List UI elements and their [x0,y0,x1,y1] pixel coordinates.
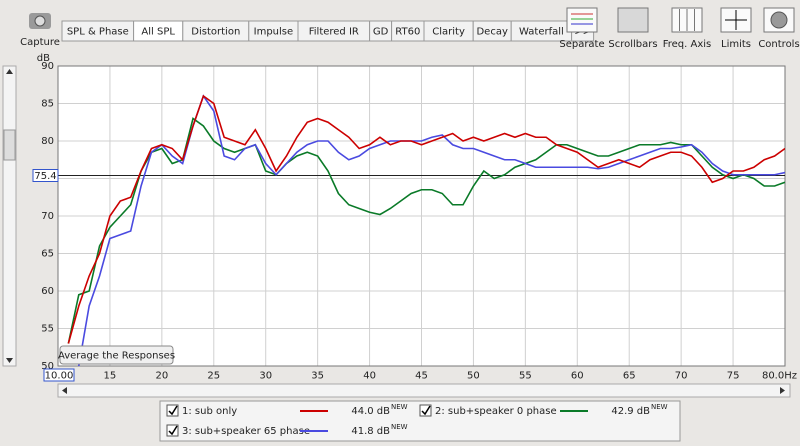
x-tick-label: 15 [104,371,117,382]
tab-label[interactable]: Impulse [254,27,294,38]
tool-label[interactable]: Scrollbars [608,39,657,50]
tab-label[interactable]: SPL & Phase [67,27,129,38]
y-tick-label: 85 [41,99,54,110]
average-button-label[interactable]: Average the Responses [58,351,175,362]
y-tick-label: 60 [41,286,54,297]
legend-badge: NEW [391,423,408,431]
x-tick-label: 30 [259,371,272,382]
reference-label: 75.4 [34,171,56,182]
legend-level: 44.0 dB [351,406,390,417]
legend-name[interactable]: 3: sub+speaker 65 phase [182,426,310,437]
tool-label[interactable]: Limits [721,39,751,50]
legend-checkbox[interactable] [166,404,179,417]
y-axis-label: dB [37,53,50,64]
x-tick-label[interactable]: 10.00 [45,371,74,382]
tool-icon-gear [770,11,788,29]
y-tick-label: 80 [41,136,54,147]
tab-label[interactable]: Waterfall [519,27,564,38]
x-tick-label: 20 [155,371,168,382]
plot-border [57,65,786,367]
tab-label[interactable]: All SPL [141,27,175,38]
tool-icon[interactable] [617,7,649,33]
tab-label[interactable]: Decay [476,27,507,38]
legend-checkbox[interactable] [166,424,179,437]
x-tick-label: 65 [623,371,636,382]
x-tick-label: 25 [207,371,220,382]
legend-badge: NEW [651,403,668,411]
x-tick-label: 60 [571,371,584,382]
camera-lens [34,15,46,27]
x-tick-label: 45 [415,371,428,382]
y-tick-label: 65 [41,249,54,260]
legend-check[interactable] [168,425,178,436]
x-tick-label: 70 [675,371,688,382]
legend-check[interactable] [168,405,178,416]
y-tick-label: 70 [41,211,54,222]
tool-label[interactable]: Controls [758,39,799,50]
tool-label[interactable]: Freq. Axis [663,39,712,50]
x-tick-label: 75 [727,371,740,382]
x-start-box[interactable] [43,368,75,382]
x-tick-label: 40 [363,371,376,382]
tab-label[interactable]: GD [373,27,389,38]
tool-icon[interactable] [566,7,598,33]
tab-label[interactable]: RT60 [395,27,420,38]
y-tick-label: 55 [41,324,54,335]
average-button[interactable] [59,345,174,365]
legend-level: 42.9 dB [611,406,650,417]
legend-name[interactable]: 1: sub only [182,406,237,417]
v-scrollbar[interactable] [2,65,17,367]
x-tick-label: 50 [467,371,480,382]
x-tick-label: 80.0Hz [762,371,797,382]
tool-label[interactable]: Separate [559,39,604,50]
reference-box [32,169,59,182]
legend-badge: NEW [391,403,408,411]
y-tick-label: 50 [41,361,54,372]
v-scroll-thumb[interactable] [3,129,16,161]
capture-label[interactable]: Capture [20,37,60,48]
legend-name[interactable]: 2: sub+speaker 0 phase [435,406,557,417]
legend-level: 41.8 dB [351,426,390,437]
capture-icon[interactable] [29,13,51,29]
tab-label[interactable]: Distortion [191,27,240,38]
h-scrollbar[interactable] [57,383,791,398]
series-line [67,94,785,344]
y-tick-label: 90 [41,61,54,72]
legend-check[interactable] [421,405,431,416]
x-tick-label: 55 [519,371,532,382]
legend-checkbox[interactable] [419,404,432,417]
series-line [67,117,785,344]
tab-label[interactable]: Clarity [432,27,465,38]
tab-label[interactable]: Filtered IR [309,27,359,38]
x-tick-label: 35 [311,371,324,382]
